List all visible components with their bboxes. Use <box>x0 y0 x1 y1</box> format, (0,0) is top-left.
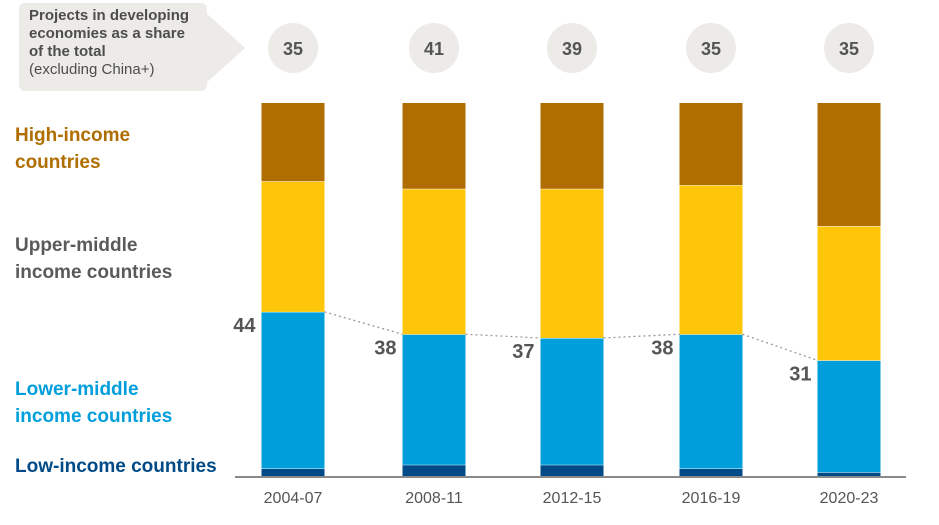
bar-segment-upper-middle <box>540 188 604 338</box>
legend-label: Upper-middle <box>15 235 138 256</box>
callout-box <box>19 3 207 91</box>
bar-segment-lower-middle <box>402 334 466 465</box>
bar-segment-lower-middle <box>679 334 743 469</box>
callout-title-line: of the total <box>29 43 106 60</box>
bar-segment-high-income <box>402 103 466 189</box>
share-bubble-label: 35 <box>701 39 721 59</box>
legend-label: Lower-middle <box>15 379 139 400</box>
bar-segment-low-income <box>679 468 743 476</box>
callout-title-line: Projects in developing <box>29 7 190 24</box>
legend-label: income countries <box>15 406 173 427</box>
share-bubble-label: 39 <box>562 39 582 59</box>
cumulative-label: 31 <box>789 363 811 385</box>
legend-high-income: High-income countries <box>15 122 130 176</box>
bar-segment-lower-middle <box>261 311 325 469</box>
share-bubble-label: 35 <box>283 39 303 59</box>
cumulative-label: 37 <box>512 341 534 363</box>
callout-title-line: economies as a share <box>29 25 185 42</box>
share-bubble <box>824 23 874 73</box>
legend-upper-middle-income: Upper-middle income countries <box>15 232 172 286</box>
callout-text: Projects in developing economies as a sh… <box>29 7 189 79</box>
cumulative-label: 44 <box>233 315 256 337</box>
bar-segment-high-income <box>679 103 743 186</box>
bar-segment-low-income <box>540 464 604 476</box>
connector-line <box>465 333 541 339</box>
cumulative-label: 38 <box>651 337 673 359</box>
callout-arrow <box>205 12 245 84</box>
legend-label: High-income <box>15 125 131 146</box>
share-bubble-label: 35 <box>839 39 859 59</box>
cumulative-label: 38 <box>374 337 396 359</box>
x-tick-label: 2004-07 <box>264 490 323 507</box>
x-tick-label: 2020-23 <box>820 490 879 507</box>
share-bubble <box>409 23 459 73</box>
bar-segment-low-income <box>402 464 466 476</box>
x-tick-label: 2012-15 <box>543 490 602 507</box>
x-tick-label: 2016-19 <box>682 490 741 507</box>
bar-segment-upper-middle <box>679 185 743 335</box>
bar-segment-upper-middle <box>261 181 325 312</box>
share-bubble-label: 41 <box>424 39 444 59</box>
bar-segment-lower-middle <box>540 337 604 465</box>
legend-label: income countries <box>15 262 173 283</box>
legend-low-income: Low-income countries <box>15 456 217 477</box>
legend-lower-middle-income: Lower-middle income countries <box>15 376 172 430</box>
legend-label: countries <box>15 152 101 173</box>
x-tick-label: 2008-11 <box>405 490 463 507</box>
bar-segment-high-income <box>540 103 604 189</box>
bar-segment-upper-middle <box>817 226 881 361</box>
callout-note: (excluding China+) <box>29 61 155 78</box>
bar-segment-lower-middle <box>817 360 881 473</box>
share-bubble <box>268 23 318 73</box>
share-bubble <box>686 23 736 73</box>
share-bubble <box>547 23 597 73</box>
bar-segment-high-income <box>261 103 325 182</box>
bar-segment-high-income <box>817 103 881 227</box>
bar-segment-low-income <box>261 468 325 476</box>
bar-segment-upper-middle <box>402 188 466 335</box>
connector-line <box>742 333 818 361</box>
connector-line <box>324 311 403 335</box>
bar-segment-low-income <box>817 472 881 476</box>
